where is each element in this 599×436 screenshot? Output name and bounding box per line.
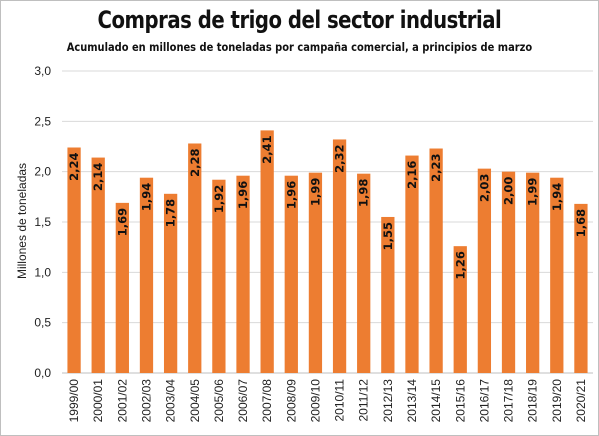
x-category-label: 2017/18 (502, 379, 516, 423)
bar-value-label: 1,55 (381, 222, 395, 250)
x-category-label: 2012/13 (381, 379, 395, 423)
bar-value-label: 1,94 (550, 183, 564, 211)
x-category-label: 2009/10 (308, 379, 322, 423)
bar (501, 171, 516, 373)
bar (429, 148, 443, 373)
x-category-label: 2006/07 (236, 379, 250, 423)
bar (308, 172, 323, 373)
bar (405, 155, 419, 373)
x-category-label: 2019/20 (550, 379, 564, 423)
bar (115, 202, 129, 373)
bar-value-label: 1,78 (164, 199, 178, 227)
x-category-label: 2008/09 (284, 379, 298, 423)
bar-value-label: 2,14 (91, 163, 105, 191)
x-axis-categories: 1999/00 2000/01 2001/02 2002/03 2003/04 2004/… (67, 379, 588, 423)
bar-value-label: 1,96 (236, 181, 250, 209)
bar (236, 175, 250, 373)
bar-value-label: 1,92 (212, 185, 226, 213)
bar (163, 193, 178, 373)
y-tick-label: 3,0 (34, 64, 51, 78)
bar (477, 168, 492, 373)
x-category-label: 2011/12 (357, 379, 371, 422)
bar-value-label: 2,28 (188, 148, 202, 176)
bar (284, 175, 298, 373)
bar (526, 172, 540, 373)
y-tick-label: 2,0 (34, 165, 51, 179)
bar-value-label: 1,99 (308, 178, 322, 206)
y-tick-label: 0,0 (34, 366, 51, 380)
x-category-label: 2018/19 (526, 379, 540, 423)
bar-value-label: 2,24 (67, 153, 81, 181)
bar (91, 157, 105, 373)
bar (139, 177, 154, 373)
bar (332, 139, 347, 373)
bar-value-label: 1,94 (139, 183, 153, 211)
y-tick-label: 1,5 (34, 215, 51, 229)
bar-value-label: 1,69 (115, 208, 129, 236)
bar (188, 143, 202, 373)
bar-value-label: 1,98 (357, 179, 371, 207)
bar (260, 130, 274, 373)
x-category-label: 2016/17 (477, 379, 491, 423)
y-tick-label: 1,0 (34, 265, 51, 279)
bar-value-label: 1,68 (574, 209, 588, 237)
y-tick-label: 0,5 (34, 316, 51, 330)
bar (357, 173, 371, 373)
x-category-label: 2000/01 (91, 379, 105, 423)
x-category-label: 1999/00 (67, 379, 81, 423)
y-axis-ticks: 0,0 0,5 1,0 1,5 2,0 2,5 3,0 (34, 64, 51, 380)
x-category-label: 2020/21 (574, 379, 588, 423)
bar-value-label: 2,41 (260, 135, 274, 163)
bar-value-label: 2,23 (429, 154, 443, 182)
y-axis-title: Millones de toneladas (15, 163, 29, 279)
bar (381, 216, 395, 373)
bar-value-label: 2,00 (502, 177, 516, 205)
bar-value-label: 2,32 (333, 144, 347, 172)
x-category-label: 2014/15 (429, 379, 443, 423)
bar (550, 177, 564, 373)
bar (453, 246, 467, 373)
bar (67, 147, 81, 373)
x-category-label: 2015/16 (453, 379, 467, 423)
chart-title: Compras de trigo del sector industrial (97, 6, 502, 34)
x-category-label: 2003/04 (164, 379, 178, 423)
x-category-label: 2004/05 (188, 379, 202, 423)
bar-value-label: 1,99 (526, 178, 540, 206)
bar-value-label: 2,16 (405, 161, 419, 189)
bar-value-label: 2,03 (477, 174, 491, 202)
bar (212, 179, 226, 373)
x-category-label: 2002/03 (139, 379, 153, 423)
bar-value-label: 1,96 (284, 181, 298, 209)
x-category-label: 2005/06 (212, 379, 226, 423)
bar-value-label: 1,26 (453, 251, 467, 279)
x-category-label: 2007/08 (260, 379, 274, 423)
y-tick-label: 2,5 (34, 114, 51, 128)
x-category-label: 2013/14 (405, 379, 419, 423)
bar (574, 203, 588, 373)
x-category-label: 2010/11 (333, 379, 347, 422)
bars: 2,24 2,14 1,69 1,94 1,78 2,28 1,92 1,96 2,41 1,96… (67, 130, 588, 373)
chart-subtitle: Acumulado en millones de toneladas por c… (66, 40, 533, 54)
x-category-label: 2001/02 (115, 379, 129, 423)
